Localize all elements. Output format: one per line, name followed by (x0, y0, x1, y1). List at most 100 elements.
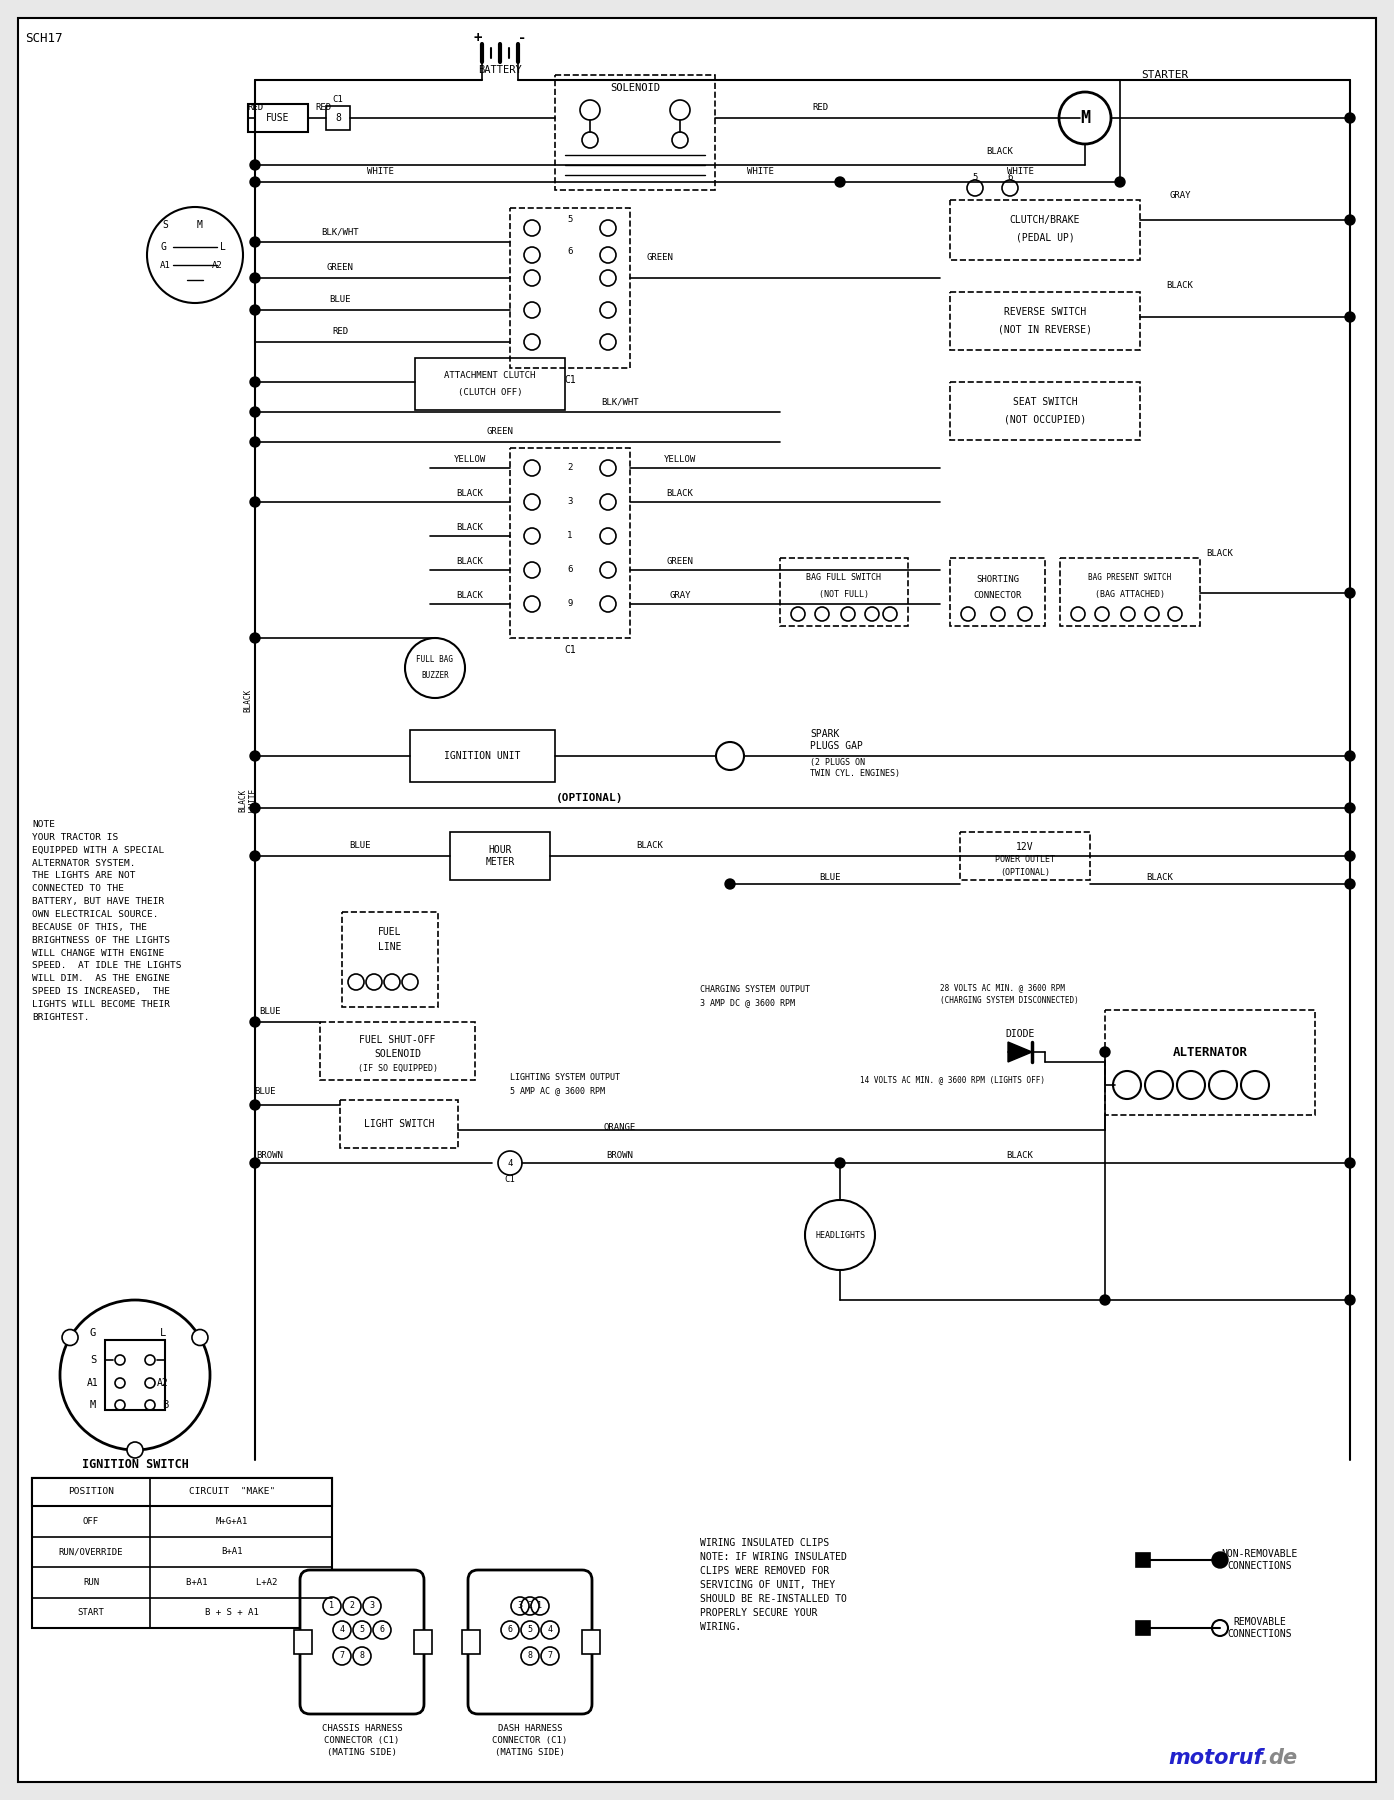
Text: WHITE: WHITE (1006, 167, 1033, 176)
Text: 8: 8 (527, 1652, 533, 1660)
Text: 5 AMP AC @ 3600 RPM: 5 AMP AC @ 3600 RPM (510, 1087, 605, 1096)
Circle shape (1059, 92, 1111, 144)
Bar (450, 832, 551, 880)
Text: YELLOW: YELLOW (664, 455, 696, 464)
Text: BUZZER: BUZZER (421, 671, 449, 679)
Text: OFF: OFF (82, 1517, 99, 1526)
Text: L: L (160, 1328, 166, 1337)
Text: SPARK
PLUGS GAP: SPARK PLUGS GAP (810, 729, 863, 751)
Text: BLUE: BLUE (254, 1087, 276, 1096)
Bar (410, 731, 555, 781)
Bar (555, 76, 715, 191)
Text: CHARGING SYSTEM OUTPUT: CHARGING SYSTEM OUTPUT (700, 986, 810, 994)
Text: C1: C1 (505, 1175, 516, 1184)
Text: M: M (1080, 110, 1090, 128)
Circle shape (250, 437, 261, 446)
Text: 4: 4 (507, 1159, 513, 1168)
Text: BLUE: BLUE (259, 1008, 280, 1017)
Bar (32, 1478, 332, 1627)
Text: FUSE: FUSE (266, 113, 290, 122)
Circle shape (1115, 176, 1125, 187)
Text: 6: 6 (567, 565, 573, 574)
Text: (NOT FULL): (NOT FULL) (820, 590, 868, 598)
Circle shape (725, 878, 735, 889)
Text: REMOVABLE
CONNECTIONS: REMOVABLE CONNECTIONS (1228, 1616, 1292, 1638)
Text: LIGHTING SYSTEM OUTPUT: LIGHTING SYSTEM OUTPUT (510, 1073, 620, 1082)
Text: BLUE: BLUE (329, 295, 351, 304)
Text: 1: 1 (538, 1602, 542, 1611)
Text: 2: 2 (527, 1602, 533, 1611)
Text: BLACK
WHITE: BLACK WHITE (238, 788, 258, 812)
Bar (32, 1478, 332, 1507)
Bar (510, 448, 630, 637)
Text: 2: 2 (350, 1602, 354, 1611)
Circle shape (1100, 1294, 1110, 1305)
Text: (NOT IN REVERSE): (NOT IN REVERSE) (998, 326, 1092, 335)
Text: LIGHT SWITCH: LIGHT SWITCH (364, 1120, 435, 1129)
Text: SCH17: SCH17 (25, 32, 63, 45)
Text: A2: A2 (212, 261, 223, 270)
Text: L: L (220, 241, 226, 252)
Text: RED: RED (247, 103, 263, 112)
Circle shape (250, 176, 261, 187)
Text: FUEL: FUEL (378, 927, 401, 938)
Text: -: - (517, 31, 526, 45)
Text: (OPTIONAL): (OPTIONAL) (999, 868, 1050, 877)
Text: RED: RED (315, 103, 330, 112)
Circle shape (250, 751, 261, 761)
Text: NON-REMOVABLE
CONNECTIONS: NON-REMOVABLE CONNECTIONS (1221, 1550, 1298, 1571)
Text: BAG PRESENT SWITCH: BAG PRESENT SWITCH (1089, 574, 1171, 583)
Text: 5: 5 (567, 216, 573, 225)
Text: GREEN: GREEN (647, 254, 673, 263)
Text: BLK/WHT: BLK/WHT (601, 398, 638, 407)
Text: de: de (1269, 1748, 1298, 1768)
Text: RUN: RUN (82, 1579, 99, 1588)
Text: STARTER: STARTER (1142, 70, 1189, 79)
Circle shape (1345, 803, 1355, 814)
Text: 6: 6 (379, 1625, 385, 1634)
Text: 8: 8 (360, 1652, 364, 1660)
Text: +: + (474, 31, 482, 45)
Bar (960, 832, 1090, 880)
Bar (949, 382, 1140, 439)
Text: B: B (162, 1400, 169, 1409)
Text: B+A1: B+A1 (222, 1548, 243, 1557)
Text: RED: RED (811, 103, 828, 112)
Bar (1059, 558, 1200, 626)
Text: BLACK: BLACK (1146, 873, 1174, 882)
Text: REVERSE SWITCH: REVERSE SWITCH (1004, 308, 1086, 317)
Text: (CLUTCH OFF): (CLUTCH OFF) (457, 389, 523, 398)
Text: C1: C1 (333, 95, 343, 104)
Text: (NOT OCCUPIED): (NOT OCCUPIED) (1004, 416, 1086, 425)
Text: ORANGE: ORANGE (604, 1123, 636, 1132)
Text: M+G+A1: M+G+A1 (216, 1517, 248, 1526)
Circle shape (250, 634, 261, 643)
Text: 5: 5 (972, 173, 977, 182)
Text: BROWN: BROWN (606, 1150, 633, 1159)
Text: BLUE: BLUE (350, 842, 371, 851)
Text: BLACK: BLACK (457, 556, 484, 565)
Text: HEADLIGHTS: HEADLIGHTS (815, 1231, 866, 1240)
Text: GREEN: GREEN (326, 263, 354, 272)
Text: BLACK: BLACK (666, 490, 693, 499)
Text: BLACK: BLACK (457, 590, 484, 599)
Text: BLACK: BLACK (1006, 1150, 1033, 1159)
FancyBboxPatch shape (468, 1570, 592, 1714)
Text: ALTERNATOR: ALTERNATOR (1172, 1046, 1248, 1058)
Text: G: G (160, 241, 166, 252)
Text: 3: 3 (567, 497, 573, 506)
Text: A1: A1 (160, 261, 170, 270)
Text: 6: 6 (507, 1625, 513, 1634)
Text: A1: A1 (86, 1379, 99, 1388)
Circle shape (1211, 1552, 1228, 1568)
Bar (781, 558, 907, 626)
Text: 4: 4 (340, 1625, 344, 1634)
Circle shape (1345, 589, 1355, 598)
Bar (583, 1631, 599, 1654)
Polygon shape (1008, 1042, 1032, 1062)
Text: BATTERY: BATTERY (478, 65, 521, 76)
Text: S: S (162, 220, 167, 230)
Text: DIODE: DIODE (1005, 1030, 1034, 1039)
Text: motoruf: motoruf (1168, 1748, 1263, 1768)
Bar (949, 200, 1140, 259)
